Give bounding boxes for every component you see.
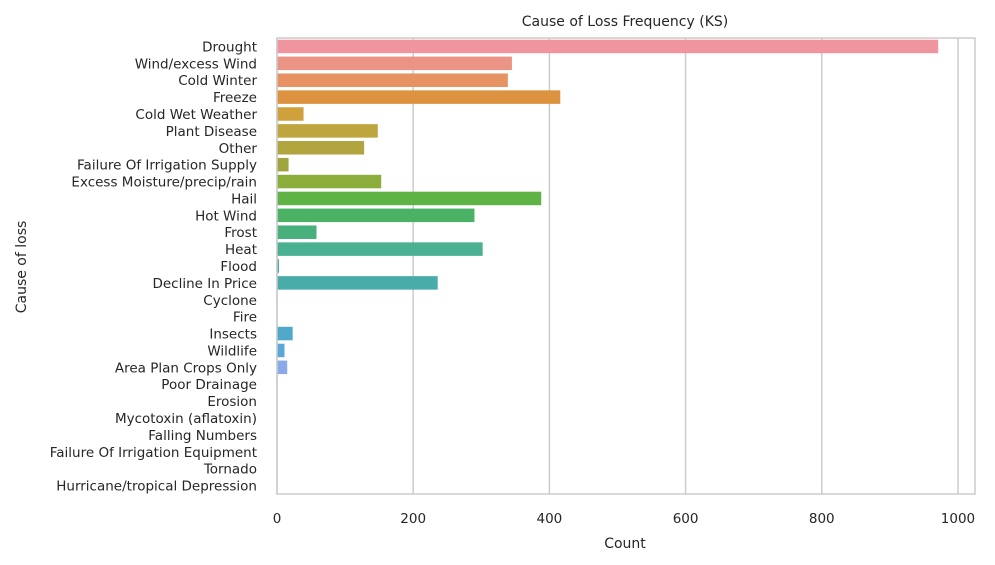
y-tick-label: Wildlife — [207, 343, 257, 359]
y-axis-label: Cause of loss — [14, 221, 30, 314]
bar — [277, 56, 512, 71]
bar — [277, 141, 365, 155]
bar — [277, 39, 939, 54]
bar — [277, 90, 561, 104]
chart-title: Cause of Loss Frequency (KS) — [522, 14, 728, 30]
y-tick-label: Other — [219, 141, 258, 157]
y-tick-label: Tornado — [203, 462, 257, 478]
bar — [277, 343, 285, 358]
y-tick-label: Heat — [225, 242, 257, 258]
bar — [277, 242, 483, 256]
y-tick-label: Poor Drainage — [161, 377, 257, 393]
bar — [277, 360, 288, 375]
y-tick-label: Plant Disease — [166, 124, 257, 140]
bar — [277, 326, 293, 341]
bars — [277, 39, 939, 375]
y-tick-label: Freeze — [213, 90, 257, 106]
y-tick-label: Frost — [224, 225, 257, 241]
x-tick-label: 0 — [273, 511, 282, 527]
y-tick-label: Excess Moisture/precip/rain — [71, 175, 257, 191]
bar — [277, 174, 382, 189]
x-tick-label: 1000 — [941, 511, 975, 527]
y-tick-label: Fire — [233, 310, 257, 326]
plot-frame — [276, 37, 976, 495]
bar — [277, 225, 317, 239]
x-tick-label: 200 — [400, 511, 426, 527]
y-tick-label: Hot Wind — [195, 208, 257, 224]
y-tick-label: Hurricane/tropical Depression — [56, 479, 257, 495]
x-tick-label: 400 — [536, 511, 562, 527]
bar — [277, 191, 542, 206]
x-tick-label: 800 — [809, 511, 835, 527]
y-tick-label: Cyclone — [203, 293, 257, 309]
y-tick-label: Insects — [209, 327, 257, 343]
bar — [277, 276, 438, 290]
bar — [277, 259, 280, 273]
y-tick-label: Cold Winter — [178, 73, 257, 89]
x-tick-label: 600 — [673, 511, 699, 527]
x-axis-label: Count — [604, 536, 646, 552]
bar — [277, 73, 508, 87]
bar — [277, 157, 289, 172]
y-tick-label: Failure Of Irrigation Equipment — [50, 445, 257, 461]
y-tick-label: Hail — [231, 191, 257, 207]
y-tick-label: Wind/excess Wind — [135, 56, 257, 72]
bar — [277, 208, 475, 223]
y-tick-label: Decline In Price — [152, 276, 257, 292]
y-tick-label: Falling Numbers — [148, 428, 257, 444]
y-tick-label: Cold Wet Weather — [135, 107, 257, 123]
x-tick-labels: 0 200 400 600 800 1000 — [273, 511, 975, 527]
gridlines — [276, 38, 959, 494]
y-tick-label: Area Plan Crops Only — [115, 360, 257, 376]
y-tick-label: Erosion — [207, 394, 257, 410]
y-tick-label: Flood — [220, 259, 257, 275]
y-tick-label: Drought — [202, 39, 257, 55]
bar — [277, 107, 304, 121]
y-tick-label: Mycotoxin (aflatoxin) — [115, 411, 257, 427]
bar — [277, 124, 378, 138]
y-tick-label: Failure Of Irrigation Supply — [77, 158, 257, 174]
